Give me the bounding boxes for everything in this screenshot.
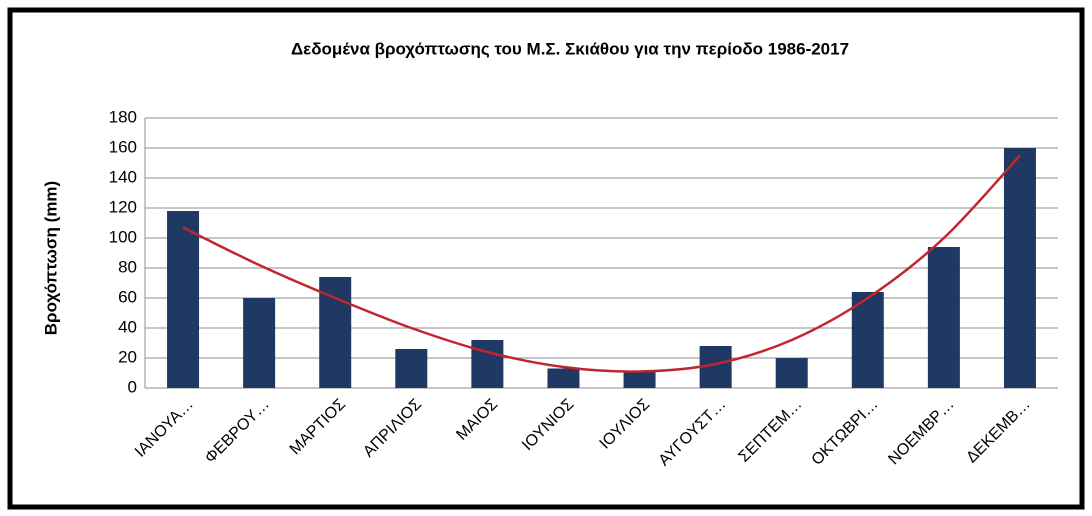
bar [395, 349, 428, 388]
y-axis-label: Βροχόπτωση (mm) [41, 181, 60, 335]
bar [927, 247, 960, 388]
bar [1003, 148, 1036, 388]
y-tick-label: 100 [109, 227, 137, 246]
bar [167, 211, 200, 388]
y-tick-label: 140 [109, 167, 137, 186]
bar [471, 340, 504, 388]
y-tick-label: 120 [109, 197, 137, 216]
y-tick-label: 60 [118, 287, 137, 306]
bar [319, 277, 352, 388]
bar [775, 358, 808, 388]
y-tick-label: 180 [109, 107, 137, 126]
y-tick-label: 0 [128, 377, 137, 396]
y-tick-label: 40 [118, 317, 137, 336]
y-tick-label: 160 [109, 137, 137, 156]
trendline [182, 154, 1021, 373]
bar [547, 368, 580, 388]
y-tick-label: 80 [118, 257, 137, 276]
chart-title: Δεδομένα βροχόπτωσης του Μ.Σ. Σκιάθου γι… [291, 39, 849, 58]
bar [243, 298, 276, 388]
bar [851, 292, 884, 388]
bar [623, 371, 656, 388]
y-tick-label: 20 [118, 347, 137, 366]
